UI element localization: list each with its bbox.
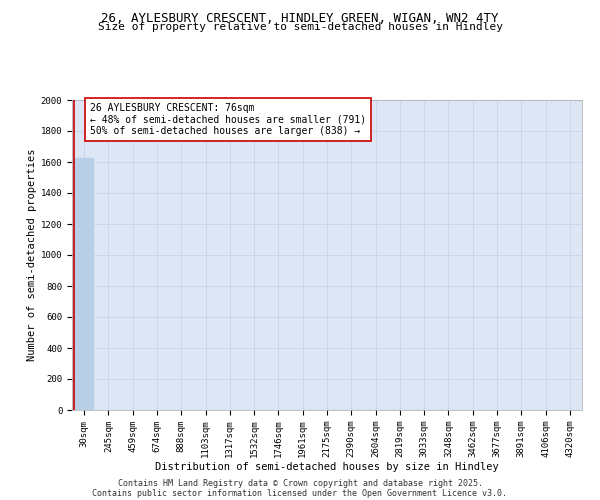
Text: 26, AYLESBURY CRESCENT, HINDLEY GREEN, WIGAN, WN2 4TY: 26, AYLESBURY CRESCENT, HINDLEY GREEN, W… [101,12,499,26]
Text: Contains HM Land Registry data © Crown copyright and database right 2025.: Contains HM Land Registry data © Crown c… [118,478,482,488]
Y-axis label: Number of semi-detached properties: Number of semi-detached properties [26,149,37,361]
Bar [74,158,94,410]
Text: Contains public sector information licensed under the Open Government Licence v3: Contains public sector information licen… [92,488,508,498]
X-axis label: Distribution of semi-detached houses by size in Hindley: Distribution of semi-detached houses by … [155,462,499,471]
Text: Size of property relative to semi-detached houses in Hindley: Size of property relative to semi-detach… [97,22,503,32]
Text: 26 AYLESBURY CRESCENT: 76sqm
← 48% of semi-detached houses are smaller (791)
50%: 26 AYLESBURY CRESCENT: 76sqm ← 48% of se… [90,103,367,136]
